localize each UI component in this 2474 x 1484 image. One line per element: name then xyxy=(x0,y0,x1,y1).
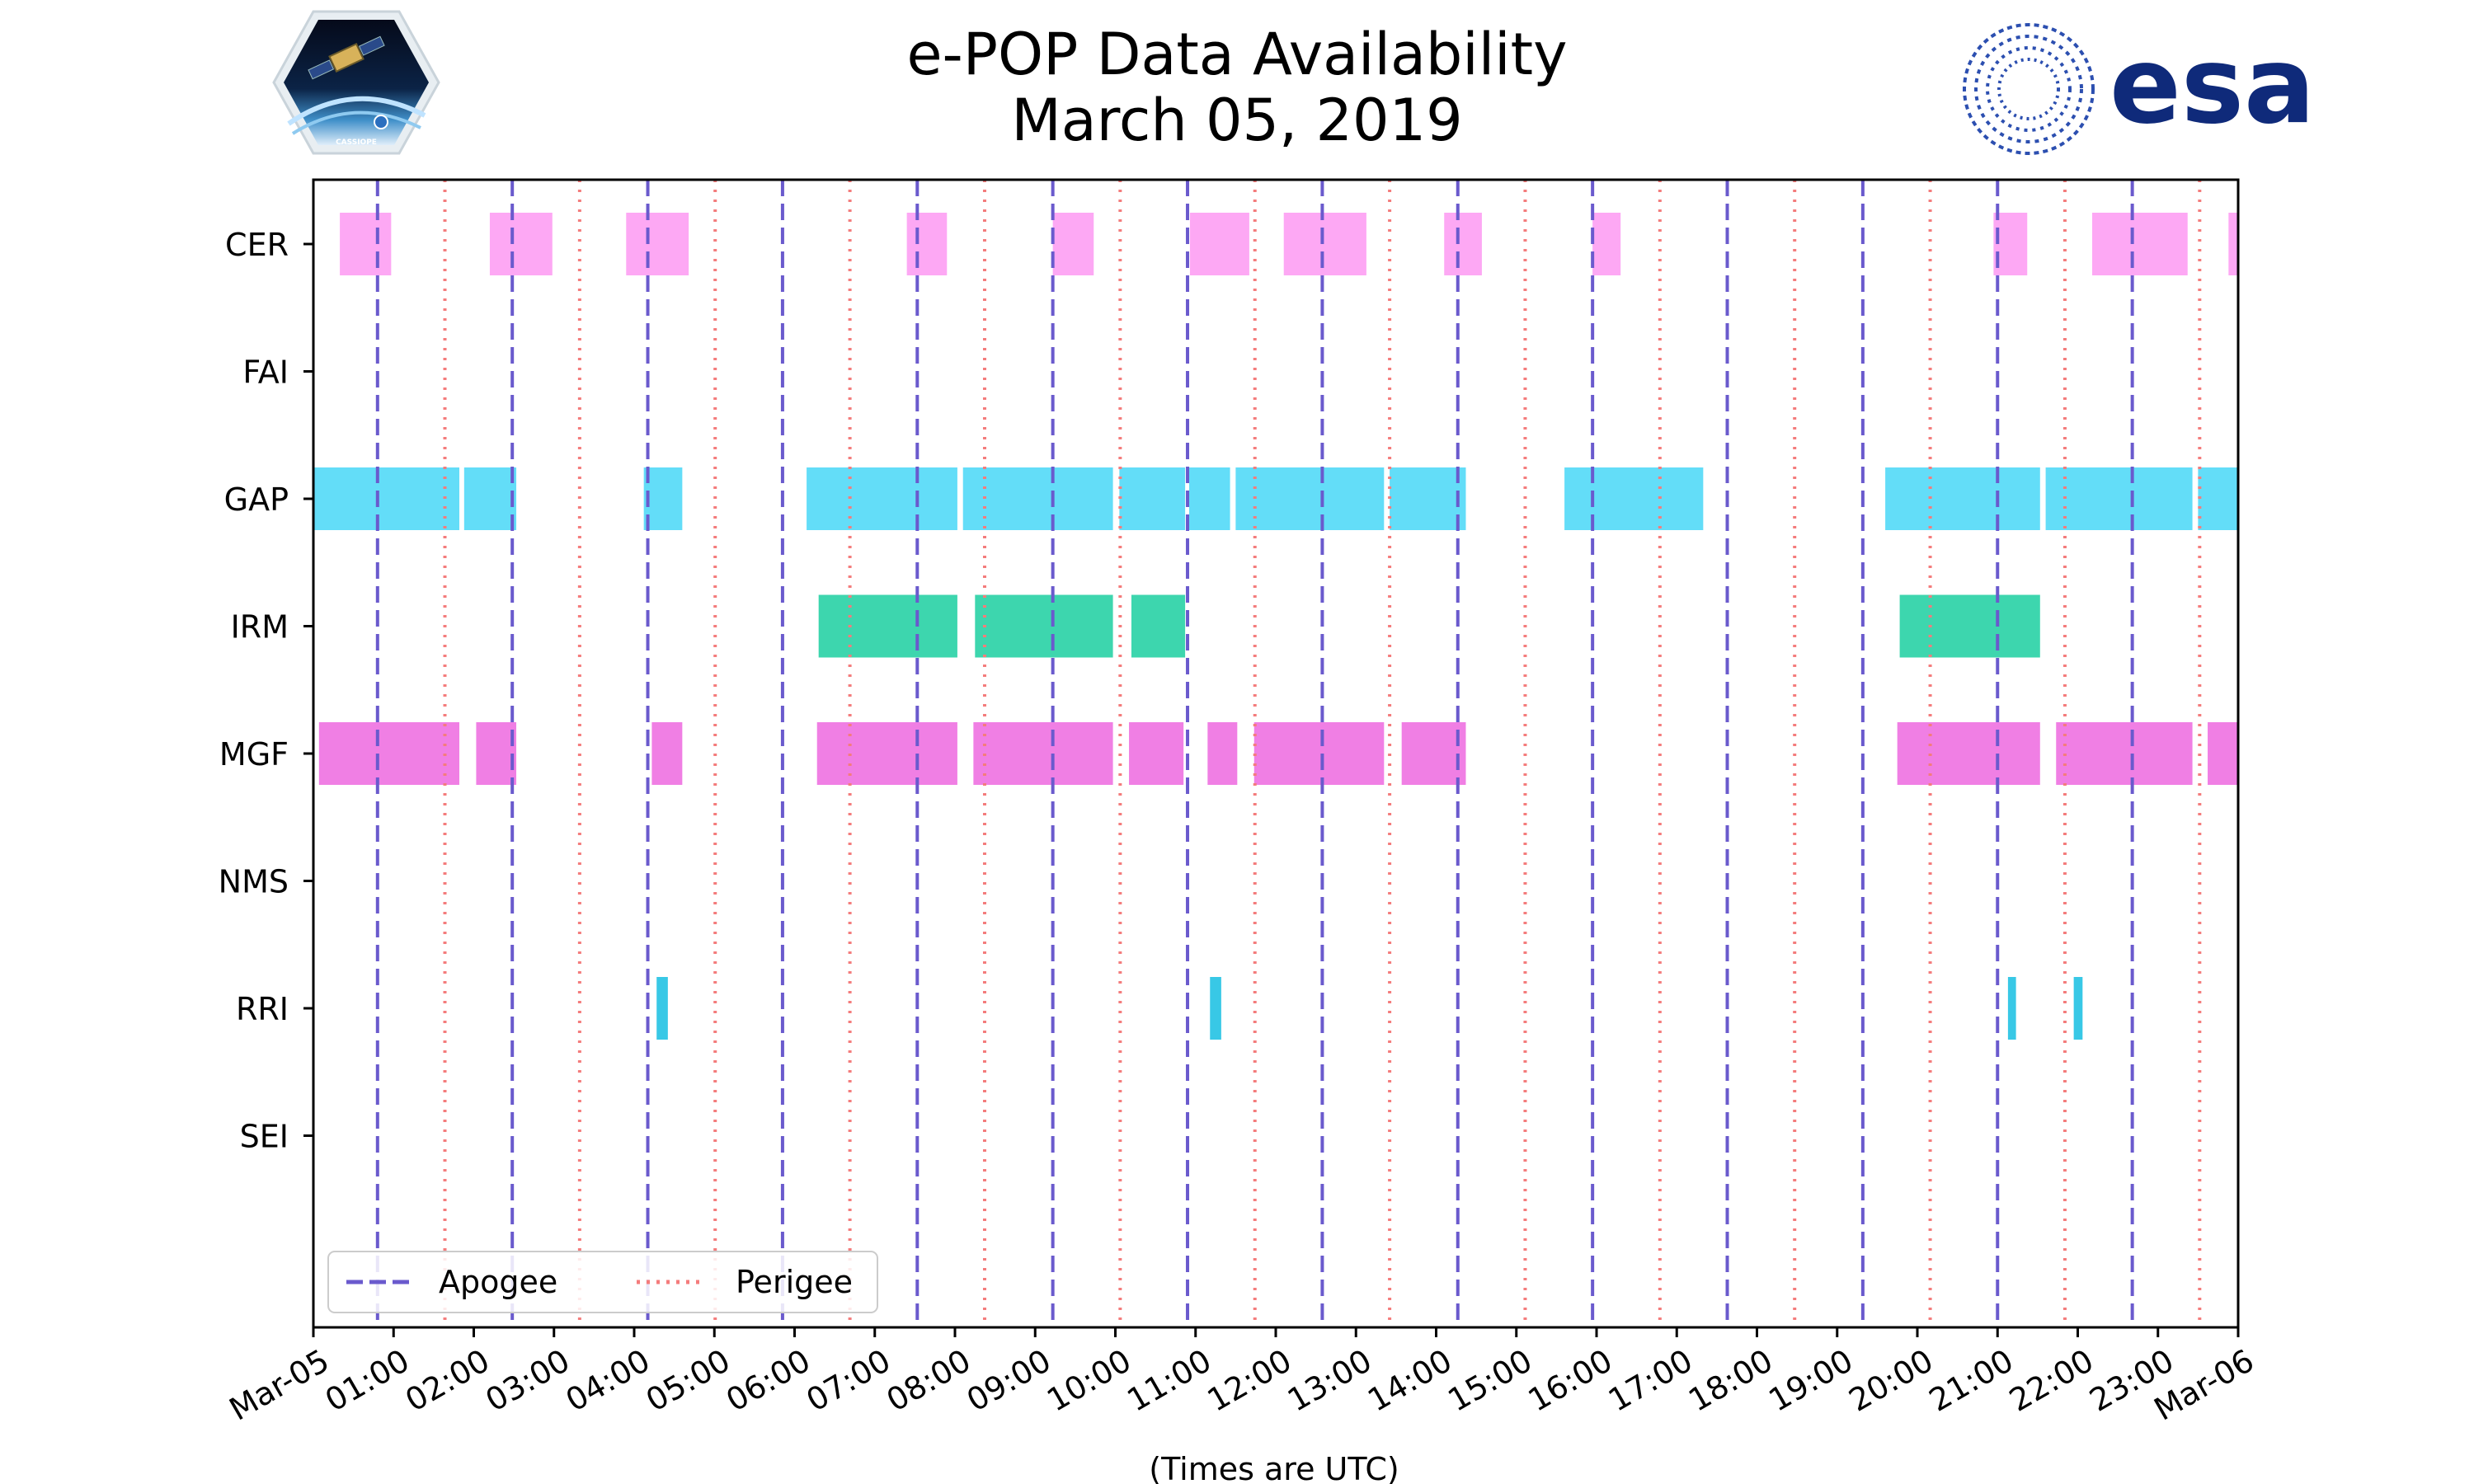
esa-logo: esa xyxy=(1963,23,2315,155)
y-tick-label-nms: NMS xyxy=(219,864,289,900)
x-tick-label-9: 09:00 xyxy=(961,1342,1057,1419)
x-tick-label-4: 04:00 xyxy=(560,1342,656,1419)
bar-rri-2 xyxy=(2007,977,2016,1040)
x-axis-label: (Times are UTC) xyxy=(1149,1451,1399,1484)
x-tick-label-15: 15:00 xyxy=(1442,1342,1538,1419)
bar-cer-6 xyxy=(1283,213,1366,275)
bar-mgf-4 xyxy=(973,722,1113,785)
legend-apogee-label: Apogee xyxy=(439,1264,557,1300)
chart-title-line1: e-POP Data Availability xyxy=(906,21,1568,88)
bar-cer-2 xyxy=(626,213,689,275)
x-tick-label-20: 20:00 xyxy=(1843,1342,1940,1419)
bar-irm-1 xyxy=(975,594,1113,658)
x-axis: Mar-0501:0002:0003:0004:0005:0006:0007:0… xyxy=(223,1327,2260,1428)
cassiope-logo-text: CASSIOPE xyxy=(336,139,377,147)
bar-gap-5 xyxy=(1119,467,1186,530)
perigee-lines xyxy=(443,180,2202,1327)
bar-cer-10 xyxy=(2092,213,2188,275)
y-tick-label-gap: GAP xyxy=(224,481,289,518)
bar-irm-2 xyxy=(1131,594,1186,658)
bar-gap-3 xyxy=(807,467,957,530)
bar-rri-3 xyxy=(2073,977,2083,1040)
bar-mgf-0 xyxy=(318,722,459,785)
bar-cer-3 xyxy=(906,213,948,275)
bar-irm-3 xyxy=(1899,594,2040,658)
bar-cer-5 xyxy=(1189,213,1249,275)
x-tick-label-21: 21:00 xyxy=(1923,1342,2020,1419)
bar-gap-4 xyxy=(962,467,1113,530)
bar-gap-1 xyxy=(463,467,517,530)
bar-gap-8 xyxy=(1390,467,1466,530)
y-tick-label-mgf: MGF xyxy=(219,736,289,773)
x-tick-label-2: 02:00 xyxy=(399,1342,496,1419)
bar-cer-1 xyxy=(489,213,553,275)
bar-mgf-9 xyxy=(1897,722,2040,785)
x-tick-label-14: 14:00 xyxy=(1362,1342,1458,1419)
y-tick-label-sei: SEI xyxy=(240,1119,289,1155)
x-tick-label-22: 22:00 xyxy=(2003,1342,2100,1419)
bar-rri-1 xyxy=(1210,977,1221,1040)
bar-mgf-8 xyxy=(1401,722,1466,785)
bar-gap-10 xyxy=(1885,467,2040,530)
bar-gap-12 xyxy=(2198,467,2238,530)
y-tick-label-irm: IRM xyxy=(231,609,289,646)
y-axis: CER FAI GAP IRM MGF NMS RRI SEI xyxy=(219,227,313,1155)
x-tick-label-19: 19:00 xyxy=(1762,1342,1859,1419)
x-tick-label-3: 03:00 xyxy=(479,1342,576,1419)
x-tick-label-10: 10:00 xyxy=(1041,1342,1137,1419)
x-tick-label-18: 18:00 xyxy=(1682,1342,1779,1419)
x-tick-label-0: Mar-05 xyxy=(223,1342,336,1428)
legend-box xyxy=(327,1251,878,1313)
bar-cer-7 xyxy=(1444,213,1482,275)
cassiope-logo: CASSIOPE xyxy=(272,10,440,155)
bar-mgf-5 xyxy=(1129,722,1184,785)
bar-mgf-2 xyxy=(651,722,683,785)
bar-gap-9 xyxy=(1564,467,1704,530)
bar-mgf-1 xyxy=(476,722,517,785)
bar-gap-11 xyxy=(2045,467,2193,530)
bar-cer-0 xyxy=(340,213,392,275)
x-tick-label-1: 01:00 xyxy=(319,1342,416,1419)
bar-mgf-3 xyxy=(816,722,957,785)
bar-gap-7 xyxy=(1235,467,1385,530)
bar-cer-4 xyxy=(1052,213,1094,275)
x-tick-label-16: 16:00 xyxy=(1522,1342,1619,1419)
bar-mgf-7 xyxy=(1253,722,1385,785)
bar-gap-0 xyxy=(313,467,459,530)
x-tick-label-8: 08:00 xyxy=(881,1342,977,1419)
x-tick-label-6: 06:00 xyxy=(720,1342,816,1419)
x-tick-label-17: 17:00 xyxy=(1602,1342,1699,1419)
y-tick-label-fai: FAI xyxy=(242,355,289,391)
apogee-lines xyxy=(375,180,2134,1327)
x-tick-label-11: 11:00 xyxy=(1121,1342,1217,1419)
y-tick-label-rri: RRI xyxy=(236,991,289,1027)
x-tick-label-12: 12:00 xyxy=(1202,1342,1298,1419)
bar-mgf-10 xyxy=(2056,722,2193,785)
x-tick-label-13: 13:00 xyxy=(1282,1342,1378,1419)
bar-mgf-11 xyxy=(2208,722,2238,785)
bar-cer-11 xyxy=(2228,213,2238,275)
bar-gap-2 xyxy=(643,467,683,530)
legend-perigee-label: Perigee xyxy=(736,1264,853,1300)
bar-cer-8 xyxy=(1592,213,1621,275)
esa-logo-text: esa xyxy=(2109,25,2315,148)
x-tick-label-7: 07:00 xyxy=(800,1342,896,1419)
legend: Apogee Perigee xyxy=(327,1251,878,1313)
bar-gap-6 xyxy=(1188,467,1230,530)
bar-mgf-6 xyxy=(1207,722,1238,785)
y-tick-label-cer: CER xyxy=(225,227,289,263)
x-tick-label-5: 05:00 xyxy=(640,1342,736,1419)
chart-title-line2: March 05, 2019 xyxy=(1011,87,1463,154)
bar-irm-0 xyxy=(818,594,957,658)
availability-bars xyxy=(313,213,2238,1040)
bar-rri-0 xyxy=(656,977,668,1040)
